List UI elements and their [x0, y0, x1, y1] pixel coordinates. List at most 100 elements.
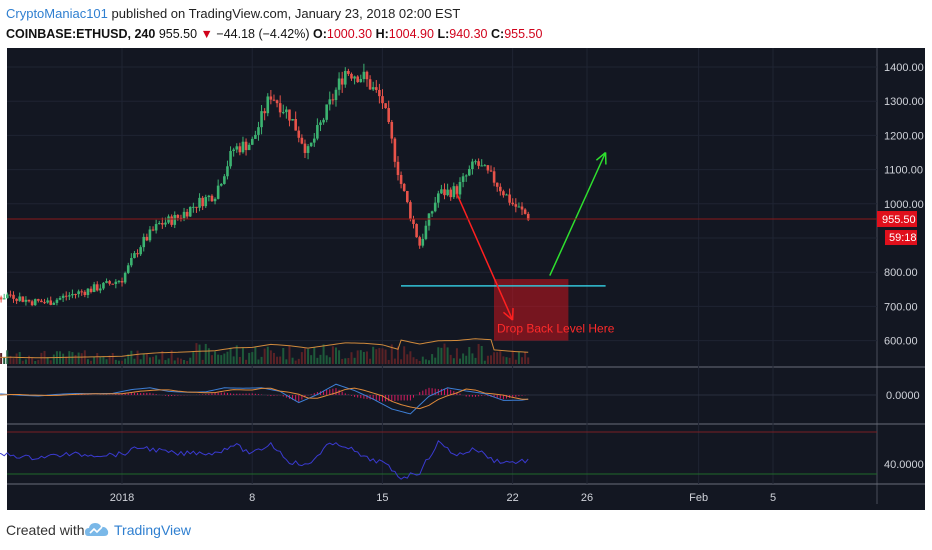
candle-body — [291, 118, 294, 121]
volume-bar — [300, 352, 303, 364]
volume-bar — [390, 344, 393, 364]
candle-body — [198, 197, 201, 208]
volume-bar — [465, 355, 468, 364]
volume-bar — [49, 360, 52, 364]
volume-bar — [189, 357, 192, 364]
chart-area[interactable]: Drop Back Level Here 600.00 700.00 800.00 1… — [0, 46, 932, 512]
candle-body — [365, 71, 369, 80]
volume-bar — [505, 357, 508, 364]
volume-bar — [303, 348, 306, 364]
candle-body — [384, 103, 387, 109]
candle-body — [108, 281, 111, 284]
candle-body — [275, 100, 279, 104]
volume-bar — [3, 357, 6, 364]
candle-body — [136, 253, 139, 255]
volume-bar — [282, 347, 285, 364]
candle-body — [328, 99, 332, 105]
candle-body — [378, 89, 381, 97]
candle-body — [502, 191, 505, 196]
volume-bar — [254, 346, 257, 364]
volume-bar — [176, 357, 179, 364]
candle-body — [238, 146, 242, 153]
candle-body — [278, 103, 282, 113]
volume-bar — [93, 356, 96, 364]
candle-body — [52, 302, 56, 305]
candle-body — [188, 206, 192, 217]
volume-bar — [471, 353, 474, 364]
volume-bar — [480, 346, 483, 364]
volume-bar — [431, 354, 434, 364]
candle-body — [49, 300, 53, 305]
volume-bar — [34, 360, 37, 364]
candle-body — [297, 130, 301, 138]
volume-bar — [257, 359, 260, 364]
volume-bar — [105, 359, 108, 364]
publish-line: CryptoManiac101 published on TradingView… — [6, 6, 460, 21]
candles — [0, 63, 530, 307]
volume-bar — [133, 358, 136, 364]
candle-body — [111, 283, 115, 285]
candle-body — [182, 211, 186, 219]
green-arrow — [549, 152, 607, 276]
candle-body — [303, 143, 307, 153]
tradingview-link[interactable]: TradingView — [114, 522, 192, 538]
volume-bar — [341, 358, 344, 364]
author-link[interactable]: CryptoManiac101 — [6, 6, 108, 21]
footer: Created with TradingView — [0, 512, 932, 550]
candle-body — [161, 223, 164, 225]
volume-bar — [437, 347, 440, 364]
candle-body — [312, 138, 316, 143]
candle-body — [495, 182, 499, 187]
volume-bar — [170, 350, 173, 364]
candle-body — [216, 185, 220, 199]
volume-bar — [77, 352, 80, 364]
candle-body — [145, 236, 149, 241]
volume-bar — [462, 353, 465, 364]
annotations: Drop Back Level Here — [7, 151, 877, 341]
volume-bar — [396, 346, 399, 364]
volume-bar — [276, 356, 279, 364]
candle-body — [2, 298, 6, 300]
candle-body — [179, 217, 183, 219]
candle-body — [415, 224, 418, 238]
price-tick-label: 700.00 — [884, 301, 918, 313]
volume-bar — [46, 357, 49, 364]
change-down-icon: ▼ — [200, 27, 213, 41]
volume-bar — [294, 360, 297, 364]
candle-body — [105, 281, 108, 283]
candle-body — [309, 142, 313, 147]
candle-body — [483, 165, 487, 167]
price-tick-label: 1100.00 — [884, 165, 923, 177]
candle-body — [402, 183, 406, 191]
candle-body — [396, 161, 400, 176]
price-tick-label: 800.00 — [884, 267, 918, 279]
volume-bar — [325, 355, 328, 364]
candle-body — [322, 119, 325, 123]
volume-bar — [245, 359, 248, 364]
last-price-tag — [877, 211, 917, 228]
volume-bar — [207, 348, 210, 364]
volume-bar — [511, 350, 514, 364]
candle-body — [474, 161, 477, 163]
candle-body — [486, 165, 490, 171]
volume-bar — [319, 354, 322, 364]
candle-body — [505, 194, 508, 196]
volume-bar — [285, 359, 288, 364]
candle-body — [480, 165, 484, 167]
volume-bar — [229, 347, 232, 364]
symbol-label[interactable]: COINBASE:ETHUSD, 240 — [6, 27, 156, 41]
candle-body — [15, 298, 18, 301]
candle-body — [192, 206, 195, 208]
volume-bar — [490, 355, 493, 364]
time-tick-label: 15 — [376, 492, 388, 504]
volume-bar — [86, 359, 89, 364]
candle-body — [461, 176, 465, 182]
volume-bar — [192, 351, 195, 364]
candle-body — [437, 193, 440, 203]
candle-body — [12, 294, 15, 299]
volume-bar — [381, 348, 384, 364]
grid-lines — [7, 48, 877, 484]
candle-body — [260, 111, 263, 128]
candle-body — [133, 253, 136, 259]
volume-bar — [18, 352, 21, 364]
